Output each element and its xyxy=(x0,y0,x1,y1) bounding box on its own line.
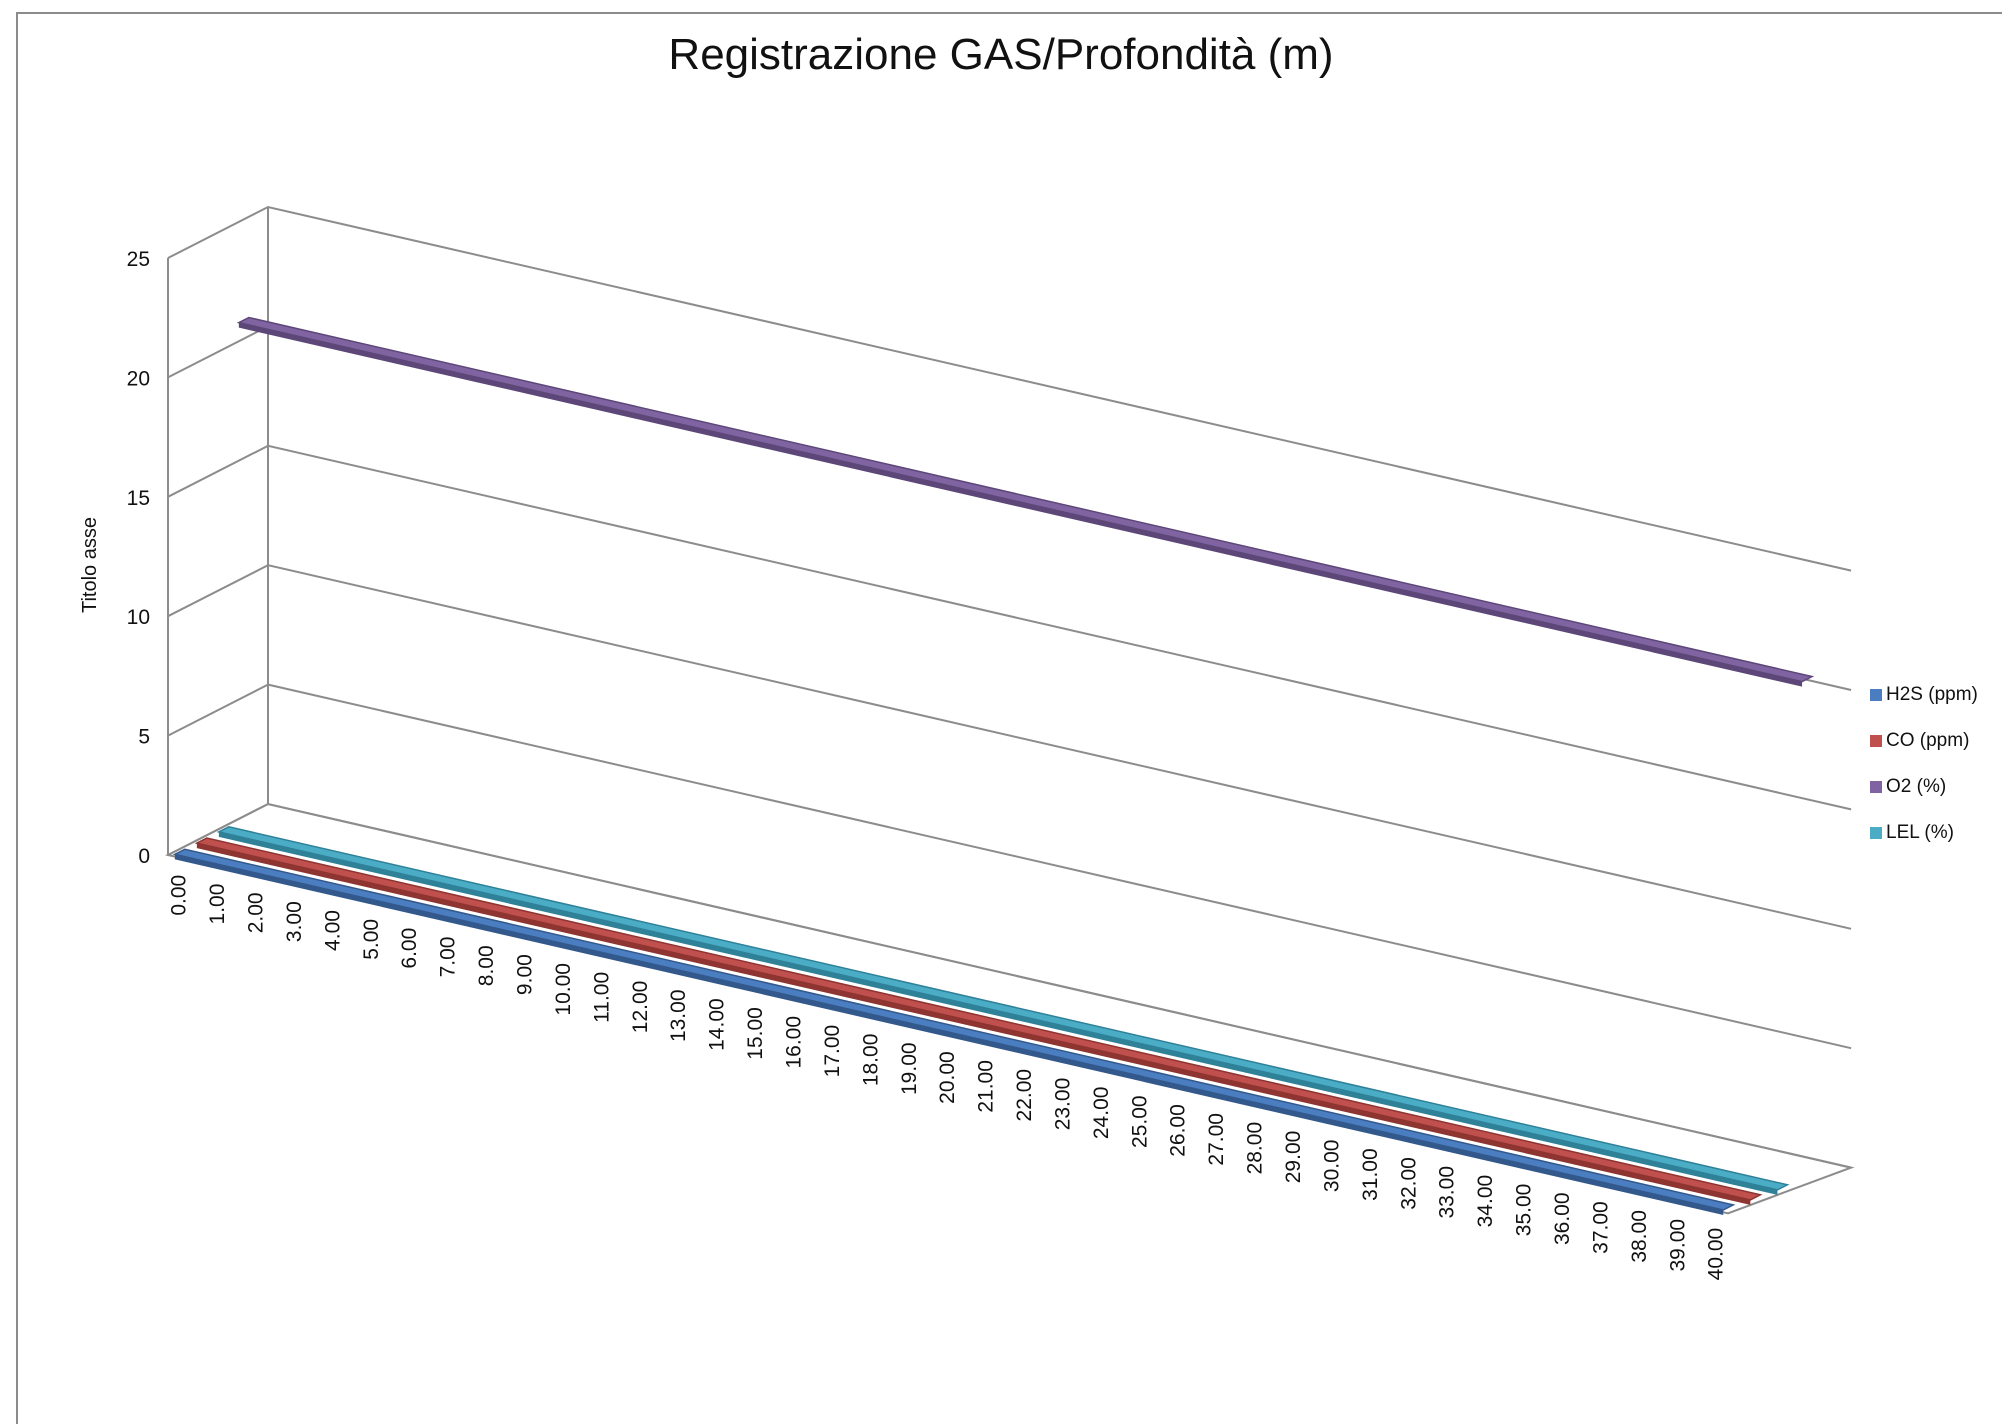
x-tick-label: 2.00 xyxy=(245,892,268,933)
y-tick-label: 25 xyxy=(127,248,150,271)
chart-frame xyxy=(16,12,2002,1424)
gridline xyxy=(167,205,1852,572)
y-tick-label: 15 xyxy=(127,487,150,510)
x-tick-label: 20.00 xyxy=(936,1051,959,1104)
x-tick-label: 0.00 xyxy=(168,875,191,916)
y-tick-label: 0 xyxy=(138,845,150,868)
x-tick-label: 4.00 xyxy=(321,910,344,951)
legend-swatch xyxy=(1870,781,1882,793)
y-tick-label: 20 xyxy=(127,367,150,390)
x-tick-label: 14.00 xyxy=(706,998,729,1051)
gridline xyxy=(167,564,1852,930)
series-ribbon-edge xyxy=(238,322,1803,687)
x-tick-label: 37.00 xyxy=(1589,1201,1612,1254)
legend-label: O2 (%) xyxy=(1886,776,1947,797)
legend-item: CO (ppm) xyxy=(1870,718,1978,764)
legend-swatch xyxy=(1870,689,1882,701)
x-tick-label: 5.00 xyxy=(360,919,383,960)
legend-label: LEL (%) xyxy=(1886,822,1954,843)
series-ribbon xyxy=(172,848,1736,1211)
series-line xyxy=(172,848,1736,1215)
legend-item: H2S (ppm) xyxy=(1870,672,1978,718)
series-ribbon-edge xyxy=(174,854,1724,1215)
series-ribbon-edge xyxy=(218,831,1778,1195)
series-group xyxy=(172,316,1815,1215)
series-ribbon-edge xyxy=(196,843,1751,1205)
legend-label: CO (ppm) xyxy=(1886,730,1970,751)
x-tick-label: 3.00 xyxy=(283,901,306,942)
y-tick-label: 5 xyxy=(138,726,150,749)
legend-label: H2S (ppm) xyxy=(1886,684,1978,705)
x-tick-label: 11.00 xyxy=(590,972,613,1023)
x-tick-label: 16.00 xyxy=(782,1016,805,1069)
x-tick-label: 22.00 xyxy=(1013,1069,1036,1122)
series-ribbon xyxy=(194,837,1763,1201)
gridline xyxy=(167,444,1852,811)
x-tick-label: 28.00 xyxy=(1244,1122,1267,1175)
x-tick-label: 36.00 xyxy=(1551,1192,1574,1245)
series-ribbon xyxy=(216,826,1790,1191)
x-tick-label: 26.00 xyxy=(1167,1104,1190,1157)
x-tick-label: 38.00 xyxy=(1628,1210,1651,1263)
x-tick-label: 29.00 xyxy=(1282,1131,1305,1184)
x-tick-label: 27.00 xyxy=(1205,1113,1228,1166)
legend-swatch xyxy=(1870,735,1882,747)
y-axis-title: Titolo asse xyxy=(79,517,101,613)
x-tick-label: 32.00 xyxy=(1397,1157,1420,1210)
x-tick-label: 7.00 xyxy=(437,937,460,978)
chart-walls xyxy=(167,207,269,855)
x-tick-label: 33.00 xyxy=(1436,1166,1459,1219)
y-axis-labels: 0 5 10 15 20 25 xyxy=(127,248,150,868)
series-line xyxy=(194,837,1763,1205)
x-tick-label: 35.00 xyxy=(1513,1184,1536,1237)
y-tick-label: 10 xyxy=(127,606,150,629)
x-tick-label: 18.00 xyxy=(859,1034,882,1087)
legend-swatch xyxy=(1870,827,1882,839)
x-tick-label: 13.00 xyxy=(667,989,690,1042)
legend: H2S (ppm) CO (ppm) O2 (%) LEL (%) xyxy=(1870,672,1978,856)
x-tick-label: 9.00 xyxy=(514,954,537,995)
x-tick-label: 15.00 xyxy=(744,1007,767,1060)
x-tick-label: 34.00 xyxy=(1474,1175,1497,1228)
x-tick-label: 6.00 xyxy=(398,928,421,969)
legend-item: O2 (%) xyxy=(1870,764,1978,810)
series-line xyxy=(236,316,1815,687)
x-tick-label: 30.00 xyxy=(1320,1140,1343,1193)
x-tick-label: 23.00 xyxy=(1051,1078,1074,1131)
x-tick-label: 1.00 xyxy=(206,884,229,925)
legend-item: LEL (%) xyxy=(1870,810,1978,856)
series-ribbon xyxy=(236,316,1815,683)
x-tick-label: 17.00 xyxy=(821,1025,844,1078)
x-tick-label: 21.00 xyxy=(975,1060,998,1113)
x-axis-labels: 0.00 1.00 2.00 3.00 4.00 5.00 6.00 7.00 8.00 9.00… xyxy=(168,875,1728,1281)
x-tick-label: 25.00 xyxy=(1128,1095,1151,1148)
x-tick-label: 40.00 xyxy=(1705,1228,1728,1281)
x-tick-label: 12.00 xyxy=(629,981,652,1034)
gridline xyxy=(167,802,1852,1169)
chart-title: Registrazione GAS/Profondità (m) xyxy=(668,30,1334,79)
series-line xyxy=(216,826,1790,1195)
x-tick-label: 10.00 xyxy=(552,963,575,1016)
x-tick-label: 31.00 xyxy=(1359,1148,1382,1201)
x-tick-label: 39.00 xyxy=(1666,1219,1689,1272)
x-tick-label: 8.00 xyxy=(475,945,498,986)
x-tick-label: 24.00 xyxy=(1090,1087,1113,1140)
gridline xyxy=(167,683,1852,1050)
x-tick-label: 19.00 xyxy=(898,1042,921,1095)
